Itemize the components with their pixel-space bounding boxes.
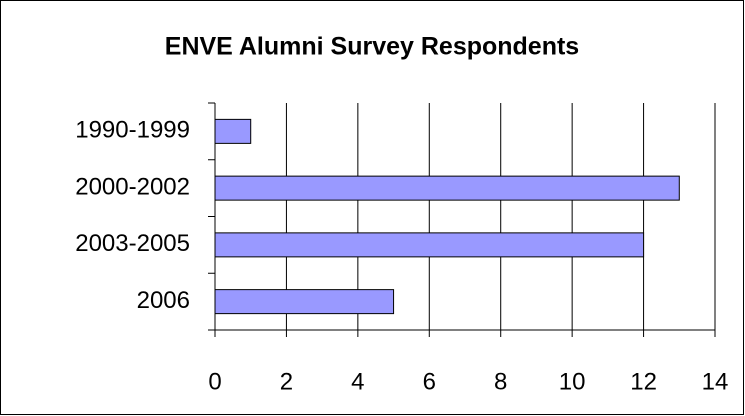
x-tick-label: 0 <box>208 368 221 395</box>
x-tick-label: 12 <box>630 368 657 395</box>
x-tick-label: 10 <box>559 368 586 395</box>
bar <box>214 232 645 258</box>
x-tick-label: 8 <box>494 368 507 395</box>
y-tick-label: 1990-1999 <box>75 117 190 144</box>
x-tick-label: 6 <box>423 368 436 395</box>
bar <box>214 175 680 201</box>
chart-title: ENVE Alumni Survey Respondents <box>165 33 579 61</box>
y-tick-label: 2003-2005 <box>75 230 190 257</box>
bar <box>214 289 395 315</box>
x-tick-label: 14 <box>702 368 729 395</box>
y-tick-label: 2006 <box>137 287 190 314</box>
bar <box>214 118 252 144</box>
x-tick-label: 2 <box>280 368 293 395</box>
x-tick-label: 4 <box>351 368 364 395</box>
y-tick-label: 2000-2002 <box>75 173 190 200</box>
